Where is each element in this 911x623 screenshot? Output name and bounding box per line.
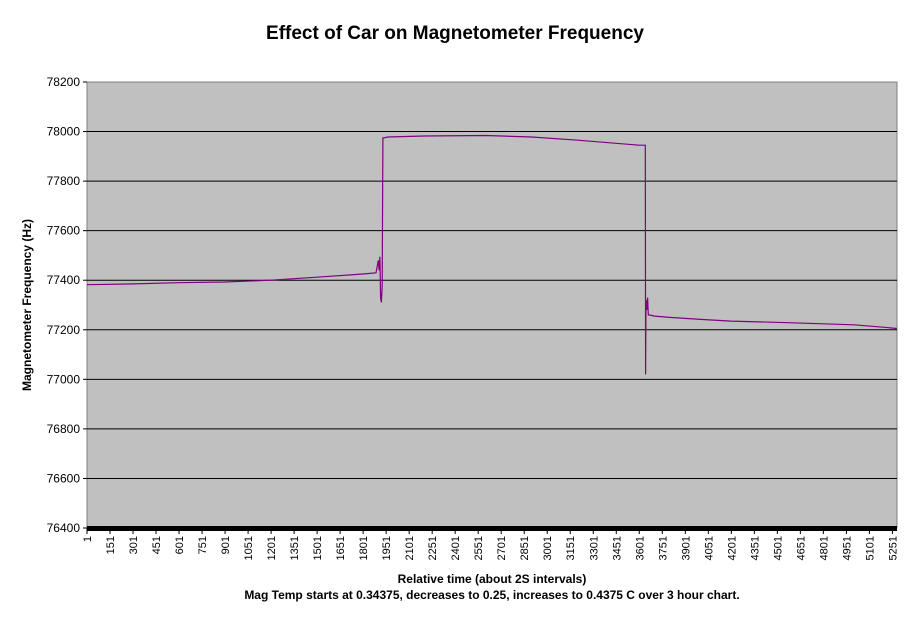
y-tick-label: 78000: [47, 125, 81, 139]
x-tick-label: 1651: [335, 536, 347, 560]
x-tick-label: 3001: [542, 536, 554, 560]
x-tick-label: 2401: [450, 536, 462, 560]
y-axis-ticks: 76400 76600 76800 77000 77200 77400 77600 77800…: [47, 75, 87, 535]
x-tick-label: 301: [128, 536, 140, 554]
x-tick-label: 4501: [772, 536, 784, 560]
gridlines: [87, 131, 897, 479]
x-tick-label: 3601: [634, 536, 646, 560]
x-tick-label: 3451: [611, 536, 623, 560]
y-tick-label: 76400: [47, 521, 81, 535]
x-tick-label: 3901: [680, 536, 692, 560]
y-tick-label: 76600: [47, 471, 81, 485]
x-tick-label: 751: [197, 536, 209, 554]
y-tick-label: 77200: [47, 323, 81, 337]
x-tick-label: 451: [151, 536, 163, 554]
y-tick-label: 77800: [47, 174, 81, 188]
y-tick-label: 78200: [47, 75, 81, 89]
y-tick-label: 77000: [47, 372, 81, 386]
x-tick-label: 3151: [565, 536, 577, 560]
y-tick-label: 77400: [47, 273, 81, 287]
x-tick-label: 1801: [358, 536, 370, 560]
x-tick-label: 2551: [473, 536, 485, 560]
x-tick-label: 4951: [841, 536, 853, 560]
plot-area: [86, 81, 898, 529]
series-line: [86, 134, 897, 375]
x-tick-label: 1951: [381, 536, 393, 560]
x-tick-label: 4051: [703, 536, 715, 560]
x-tick-label: 2101: [404, 536, 416, 560]
x-tick-label: 5251: [887, 536, 899, 560]
x-tick-label: 2701: [496, 536, 508, 560]
x-tick-label: 1: [82, 536, 94, 542]
x-tick-label: 4651: [795, 536, 807, 560]
x-tick-label: 4351: [749, 536, 761, 560]
x-tick-label: 151: [105, 536, 117, 554]
x-tick-label: 901: [220, 536, 232, 554]
footnote: Mag Temp starts at 0.34375, decreases to…: [244, 588, 739, 602]
x-tick-label: 3301: [588, 536, 600, 560]
x-tick-label: 2251: [427, 536, 439, 560]
x-axis-label: Relative time (about 2S intervals): [398, 572, 587, 586]
x-tick-label: 4201: [726, 536, 738, 560]
x-tick-label: 3751: [657, 536, 669, 560]
x-tick-label: 1501: [312, 536, 324, 560]
x-axis-line: [87, 526, 897, 531]
x-tick-label: 1051: [243, 536, 255, 560]
x-tick-label: 5101: [864, 536, 876, 560]
x-tick-label: 4801: [818, 536, 830, 560]
x-tick-label: 601: [174, 536, 186, 554]
y-tick-label: 76800: [47, 422, 81, 436]
x-tick-label: 1351: [289, 536, 301, 560]
x-axis-ticks: 1 151 301 451 601 751 901 1051 1201 1351 1501 1651 1…: [82, 528, 899, 560]
x-tick-label: 2851: [519, 536, 531, 560]
y-tick-label: 77600: [47, 224, 81, 238]
x-tick-label: 1201: [266, 536, 278, 560]
y-axis-label: Magnetometer Frequency (Hz): [20, 219, 34, 391]
chart-title: Effect of Car on Magnetometer Frequency: [266, 23, 644, 44]
